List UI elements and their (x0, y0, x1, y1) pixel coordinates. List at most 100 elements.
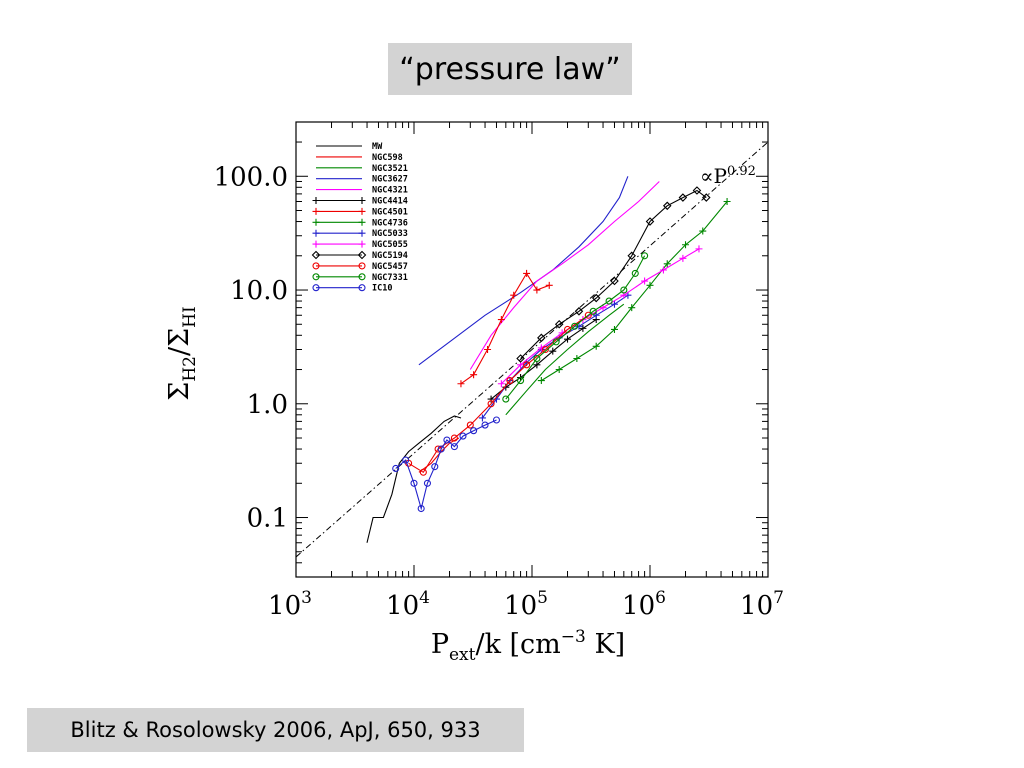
point-ngc5194 (702, 193, 711, 202)
point-ngc4736 (628, 304, 636, 312)
legend-entry-ngc5457: NGC5457 (312, 262, 408, 272)
point-ngc4736 (555, 366, 563, 374)
point-ngc7331 (620, 286, 628, 294)
series-ngc3521 (505, 303, 625, 416)
point-ngc5055 (497, 380, 505, 388)
legend-entry-ngc5033: NGC5033 (312, 229, 408, 239)
point-ngc5055 (695, 245, 703, 253)
point-ngc5194 (554, 319, 564, 329)
legend-marker-ic10 (358, 284, 366, 292)
legend-label-ic10: IC10 (372, 284, 392, 294)
legend-label-ngc3627: NGC3627 (372, 175, 408, 185)
slide-title: “pressure law” (388, 43, 632, 95)
legend-marker-ngc5033 (358, 229, 366, 237)
legend-marker-ngc4414 (312, 197, 320, 204)
legend-entry-ngc4321: NGC4321 (316, 186, 408, 196)
point-ngc5055 (537, 344, 545, 352)
legend-label-ngc598: NGC598 (372, 153, 403, 163)
legend-marker-ngc5457 (312, 262, 320, 270)
point-ngc5194 (591, 293, 601, 303)
legend-label-ngc4501: NGC4501 (372, 207, 408, 217)
legend-entry-ngc7331: NGC7331 (312, 273, 408, 283)
legend-marker-ngc4501 (358, 207, 366, 215)
point-ngc4736 (592, 342, 600, 350)
legend-label-ngc5033: NGC5033 (372, 229, 408, 239)
point-ngc5055 (641, 277, 649, 285)
legend-marker-ngc4736 (358, 218, 366, 226)
legend-marker-ngc7331 (358, 273, 366, 281)
x-tick-label: 105 (504, 588, 548, 621)
point-ngc7331 (552, 338, 560, 346)
point-ic10 (443, 436, 451, 444)
point-ngc5194 (678, 193, 688, 202)
point-ngc7331 (631, 269, 639, 277)
point-ngc7331 (641, 252, 649, 260)
point-ngc4414 (564, 335, 572, 343)
y-tick-label: 10.0 (230, 276, 288, 306)
point-ngc5457 (506, 377, 514, 385)
legend-marker-ic10 (312, 284, 320, 292)
point-ngc4736 (699, 227, 707, 235)
legend-marker-ngc5457 (358, 262, 366, 270)
point-ngc5055 (659, 266, 667, 274)
legend-marker-ngc4414 (358, 197, 366, 204)
series-ngc4414 (487, 316, 600, 403)
series-ngc5033 (478, 291, 632, 422)
legend-label-ngc5457: NGC5457 (372, 262, 408, 272)
legend-entry-ngc5194: NGC5194 (311, 250, 408, 261)
point-ic10 (481, 421, 489, 429)
series-line-ngc5055 (501, 248, 700, 385)
point-ngc4736 (663, 260, 671, 268)
fit-line-label: ∝P0.92 (700, 164, 756, 188)
legend-marker-ngc5194 (311, 250, 321, 260)
x-tick-label: 103 (268, 588, 312, 621)
legend-entry-ngc4736: NGC4736 (312, 218, 408, 228)
point-ngc5194 (662, 201, 672, 211)
legend-label-ngc7331: NGC7331 (372, 273, 408, 283)
x-axis-label: Pext/k [cm−3 K] (431, 627, 625, 665)
x-tick-label: 106 (622, 588, 666, 621)
point-ic10 (437, 445, 445, 453)
series-line-ic10 (395, 419, 497, 511)
series-mw (366, 415, 462, 543)
point-ngc4414 (533, 361, 541, 369)
series-line-ngc4736 (541, 201, 728, 382)
point-ngc7331 (533, 354, 541, 363)
point-ngc4501 (545, 281, 553, 289)
point-ngc7331 (517, 377, 525, 385)
point-ic10 (402, 456, 410, 464)
legend-label-ngc4321: NGC4321 (372, 186, 408, 196)
point-ic10 (470, 427, 478, 435)
series-line-ngc4501 (460, 272, 550, 385)
series-line-ngc5194 (520, 189, 707, 359)
point-ngc5194 (574, 307, 584, 316)
legend-entry-ngc4501: NGC4501 (312, 207, 408, 217)
y-tick-label: 100.0 (214, 162, 288, 192)
point-ngc5033 (478, 414, 486, 422)
legend-marker-ngc4501 (312, 207, 320, 215)
series-ngc5055 (497, 245, 703, 388)
point-ngc5194 (610, 276, 619, 286)
series-line-mw (366, 415, 462, 543)
point-ngc5194 (516, 354, 525, 363)
series-ngc4736 (537, 198, 731, 385)
point-ngc4501 (470, 371, 478, 379)
point-ic10 (459, 432, 467, 440)
series-line-ngc5033 (481, 294, 629, 419)
y-tick-label: 0.1 (247, 504, 288, 534)
series-line-ngc7331 (505, 255, 646, 400)
legend-marker-ngc7331 (312, 273, 320, 281)
series-ic10 (392, 416, 501, 513)
point-ic10 (423, 479, 431, 487)
y-axis-label: ΣH2/ΣHI (164, 306, 200, 400)
point-ngc5457 (466, 421, 474, 429)
legend-entry-ngc3627: NGC3627 (316, 175, 408, 185)
point-ic10 (450, 443, 458, 451)
legend-entry-ngc4414: NGC4414 (312, 197, 408, 207)
point-ngc5457 (419, 468, 427, 476)
point-ngc5033 (575, 322, 583, 330)
fit-line (296, 141, 768, 558)
point-ngc5457 (523, 361, 531, 369)
legend-marker-ngc5055 (358, 240, 366, 248)
